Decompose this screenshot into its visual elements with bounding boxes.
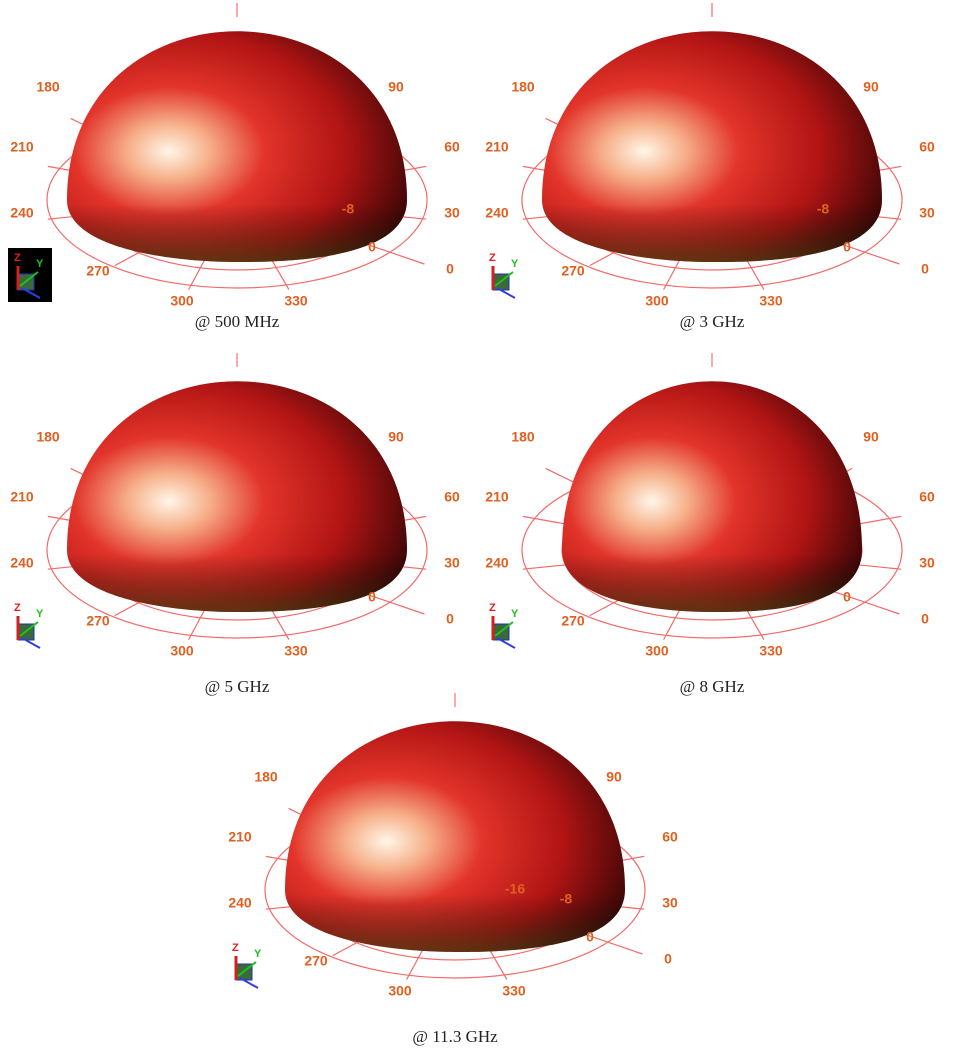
panel-caption: @ 500 MHz — [195, 312, 280, 331]
angle-label: 60 — [444, 139, 460, 155]
angle-label: 240 — [485, 555, 509, 571]
axis-z-label: Z — [14, 602, 21, 614]
angle-label: 270 — [304, 953, 328, 969]
axis-x — [21, 637, 41, 649]
axis-z-label: Z — [232, 942, 239, 954]
panel-caption: @ 5 GHz — [205, 677, 270, 696]
angle-label: 180 — [511, 429, 535, 445]
axis-z-label: Z — [489, 602, 496, 614]
angle-label: 330 — [284, 293, 308, 309]
lobe-shade — [285, 721, 625, 952]
angle-label: 330 — [759, 643, 783, 659]
angle-label: 90 — [388, 79, 404, 95]
panel-caption: @ 3 GHz — [680, 312, 745, 331]
lobe-shade — [67, 381, 407, 612]
angle-label: 30 — [444, 555, 460, 571]
angle-label: 0 — [664, 951, 672, 967]
angle-label: 270 — [561, 263, 585, 279]
angle-label: 300 — [645, 643, 669, 659]
axis-y-label: Y — [36, 608, 44, 620]
ring-label: -8 — [560, 891, 573, 907]
lobe-shade — [562, 381, 862, 612]
axis-y — [494, 621, 514, 637]
ring-label: -8 — [342, 201, 355, 217]
axis-x — [496, 287, 516, 299]
axis-y-label: Y — [511, 608, 519, 620]
angle-label: 60 — [662, 829, 678, 845]
angle-label: 330 — [759, 293, 783, 309]
angle-label: 210 — [10, 139, 34, 155]
angle-label: 180 — [511, 79, 535, 95]
axis-y — [494, 271, 514, 287]
angle-label: 30 — [444, 205, 460, 221]
axis-x — [496, 637, 516, 649]
angle-label: 0 — [921, 261, 929, 277]
angle-label: 30 — [919, 205, 935, 221]
axis-y-label: Y — [254, 948, 262, 960]
panel-caption: @ 8 GHz — [680, 677, 745, 696]
axis-y — [19, 271, 39, 287]
angle-label: 300 — [645, 293, 669, 309]
angle-label: 270 — [86, 263, 110, 279]
angle-label: 300 — [170, 293, 194, 309]
angle-label: 210 — [485, 139, 509, 155]
angle-label: 180 — [36, 79, 60, 95]
axis-y-label: Y — [511, 258, 519, 270]
angle-label: 90 — [388, 429, 404, 445]
angle-label: 210 — [485, 489, 509, 505]
axis-x — [21, 287, 41, 299]
pattern-panel: 180 90 210 60 240 30 270 0 300 330 0 Z Y @ 8 GHz — [485, 353, 935, 696]
angle-label: 60 — [919, 489, 935, 505]
angle-label: 240 — [485, 205, 509, 221]
ring-label: 0 — [586, 929, 594, 945]
ring-label: 0 — [843, 589, 851, 605]
ring-label: -16 — [505, 881, 525, 897]
angle-label: 60 — [919, 139, 935, 155]
lobe-shade — [67, 31, 407, 262]
angle-label: 240 — [10, 555, 34, 571]
angle-label: 90 — [863, 429, 879, 445]
angle-label: 0 — [446, 261, 454, 277]
angle-label: 240 — [10, 205, 34, 221]
angle-label: 30 — [919, 555, 935, 571]
pattern-panel: 180 90 210 60 240 30 270 0 300 330 -16 -8 0 Z Y @ 11.3 … — [228, 693, 678, 1046]
angle-label: 180 — [254, 769, 278, 785]
axis-z-label: Z — [489, 252, 496, 264]
axis-z-label: Z — [14, 252, 21, 264]
ring-label: 0 — [368, 239, 376, 255]
angle-label: 270 — [561, 613, 585, 629]
angle-label: 300 — [388, 983, 412, 999]
ring-label: 0 — [843, 239, 851, 255]
angle-label: 60 — [444, 489, 460, 505]
axis-y — [237, 961, 257, 977]
angle-label: 90 — [606, 769, 622, 785]
angle-label: 330 — [502, 983, 526, 999]
lobe-shade — [542, 31, 882, 262]
angle-label: 0 — [446, 611, 454, 627]
angle-label: 330 — [284, 643, 308, 659]
angle-label: 240 — [228, 895, 252, 911]
angle-label: 0 — [921, 611, 929, 627]
angle-label: 300 — [170, 643, 194, 659]
pattern-panel: 180 90 210 60 240 30 270 0 300 330 -8 0 Z Y @ 3 GHz — [485, 3, 935, 331]
axis-y-label: Y — [36, 258, 44, 270]
axis-x — [239, 977, 259, 989]
angle-label: 90 — [863, 79, 879, 95]
angle-label: 210 — [10, 489, 34, 505]
pattern-panel: 180 90 210 60 240 30 270 0 300 330 0 Z Y @ 5 GHz — [10, 353, 460, 696]
angle-label: 30 — [662, 895, 678, 911]
angle-label: 180 — [36, 429, 60, 445]
pattern-panel: 180 90 210 60 240 30 270 0 300 330 -8 0 Z Y @ 500 MHz — [8, 3, 460, 331]
ring-label: 0 — [368, 589, 376, 605]
axis-y — [19, 621, 39, 637]
angle-label: 270 — [86, 613, 110, 629]
angle-label: 210 — [228, 829, 252, 845]
panel-caption: @ 11.3 GHz — [412, 1027, 498, 1046]
ring-label: -8 — [817, 201, 830, 217]
